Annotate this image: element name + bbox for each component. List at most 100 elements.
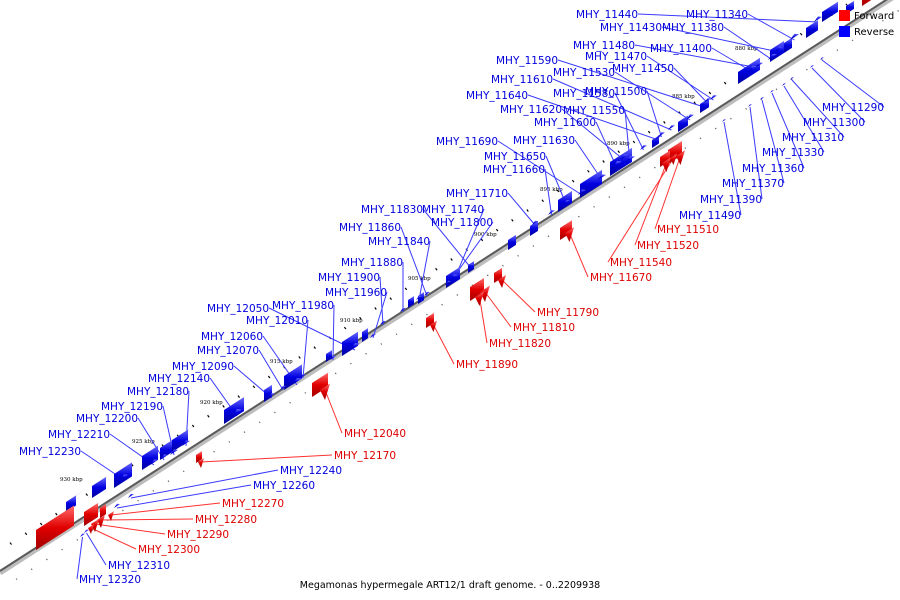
gene-label-mhy_11330[interactable]: MHY_11330 bbox=[762, 147, 824, 159]
gene-glyph-mhy_11520[interactable] bbox=[662, 157, 671, 172]
gene-glyph-mhy_11530[interactable] bbox=[686, 114, 694, 120]
gene-glyph-mhy_11340[interactable] bbox=[790, 33, 799, 40]
gene-label-mhy_11630[interactable]: MHY_11630 bbox=[513, 135, 575, 147]
gene-label-mhy_11370[interactable]: MHY_11370 bbox=[722, 178, 784, 190]
gene-glyph-mhy_12050[interactable] bbox=[350, 343, 360, 350]
gene-label-mhy_11740[interactable]: MHY_11740 bbox=[422, 204, 484, 216]
gene-glyph-mhy_12280[interactable] bbox=[97, 514, 105, 528]
gene-glyph-mhy_11890[interactable] bbox=[430, 320, 437, 332]
gene-glyph-mhy_11740[interactable] bbox=[450, 274, 458, 280]
gene-label-mhy_12070[interactable]: MHY_12070 bbox=[197, 345, 259, 357]
gene-glyph-mhy_12070[interactable] bbox=[280, 385, 286, 390]
gene-label-mhy_12230[interactable]: MHY_12230 bbox=[19, 446, 81, 458]
gene-label-mhy_11530[interactable]: MHY_11530 bbox=[553, 67, 615, 79]
gene-glyph-mhy_12040[interactable] bbox=[320, 383, 330, 400]
gene-glyph-mhy_11900[interactable] bbox=[380, 320, 386, 325]
gene-label-mhy_12180[interactable]: MHY_12180 bbox=[127, 386, 189, 398]
gene-glyph-mhy_12270[interactable] bbox=[108, 511, 114, 521]
gene-label-mhy_11490[interactable]: MHY_11490 bbox=[679, 210, 741, 222]
gene-label-mhy_11450[interactable]: MHY_11450 bbox=[612, 63, 674, 75]
gene-label-mhy_11640[interactable]: MHY_11640 bbox=[466, 90, 528, 102]
gene-label-mhy_12300[interactable]: MHY_12300 bbox=[138, 544, 200, 556]
gene-glyph-mhy_11360[interactable] bbox=[770, 90, 774, 93]
gene-label-mhy_11710[interactable]: MHY_11710 bbox=[446, 188, 508, 200]
gene-label-mhy_11290[interactable]: MHY_11290 bbox=[822, 102, 884, 114]
gene-label-mhy_12290[interactable]: MHY_12290 bbox=[167, 529, 229, 541]
gene-glyph-mhy_12170[interactable] bbox=[198, 458, 204, 468]
gene-glyph-mhy_11790[interactable] bbox=[498, 274, 506, 288]
gene-label-mhy_12210[interactable]: MHY_12210 bbox=[48, 429, 110, 441]
gene-glyph-mhy_11710[interactable] bbox=[532, 220, 538, 225]
gene-label-mhy_11380[interactable]: MHY_11380 bbox=[662, 22, 724, 34]
gene-glyph-mhy_11490[interactable] bbox=[722, 119, 726, 122]
gene-glyph-mhy_12210[interactable] bbox=[150, 459, 158, 465]
gene-label-mhy_11960[interactable]: MHY_11960 bbox=[325, 287, 387, 299]
gene-label-mhy_12240[interactable]: MHY_12240 bbox=[280, 465, 342, 477]
gene-label-mhy_11900[interactable]: MHY_11900 bbox=[318, 272, 380, 284]
gene-glyph-mhy_11370[interactable] bbox=[760, 97, 764, 100]
gene-label-mhy_11480[interactable]: MHY_11480 bbox=[573, 40, 635, 52]
gene-glyph-mhy_11450[interactable] bbox=[704, 98, 711, 103]
gene-label-mhy_11790[interactable]: MHY_11790 bbox=[537, 307, 599, 319]
gene-label-mhy_12280[interactable]: MHY_12280 bbox=[195, 514, 257, 526]
gene-glyph-mhy_11830[interactable] bbox=[468, 263, 474, 268]
gene-glyph-mhy_11810[interactable] bbox=[480, 285, 490, 302]
gene-glyph-mhy_12230[interactable] bbox=[120, 474, 128, 480]
gene-label-mhy_11800[interactable]: MHY_11800 bbox=[431, 217, 493, 229]
gene-label-mhy_12050[interactable]: MHY_12050 bbox=[207, 303, 269, 315]
gene-label-mhy_12320[interactable]: MHY_12320 bbox=[79, 574, 141, 586]
gene-label-mhy_11500[interactable]: MHY_11500 bbox=[585, 86, 647, 98]
gene-glyph-mhy_11620[interactable] bbox=[620, 154, 628, 160]
gene-glyph-mhy_11660[interactable] bbox=[548, 210, 555, 215]
gene-glyph-mhy_11290[interactable] bbox=[820, 57, 824, 60]
gene-label-mhy_11610[interactable]: MHY_11610 bbox=[491, 74, 553, 86]
gene-label-mhy_11830[interactable]: MHY_11830 bbox=[361, 204, 423, 216]
gene-label-mhy_12200[interactable]: MHY_12200 bbox=[76, 413, 138, 425]
gene-glyph-mhy_12310[interactable] bbox=[84, 529, 89, 534]
gene-glyph-mhy_12010[interactable] bbox=[300, 373, 306, 378]
gene-label-mhy_11470[interactable]: MHY_11470 bbox=[585, 51, 647, 63]
gene-glyph-mhy_11400[interactable] bbox=[748, 65, 757, 72]
gene-label-mhy_11860[interactable]: MHY_11860 bbox=[339, 222, 401, 234]
gene-glyph-mhy_11840[interactable] bbox=[416, 295, 422, 300]
gene-label-mhy_11300[interactable]: MHY_11300 bbox=[803, 117, 865, 129]
gene-glyph-mhy_11860[interactable] bbox=[424, 291, 430, 296]
gene-glyph-mhy_12090[interactable] bbox=[268, 393, 275, 398]
gene-glyph-mhy_11310[interactable] bbox=[790, 77, 794, 80]
gene-glyph-mhy_11550[interactable] bbox=[625, 156, 635, 163]
gene-label-mhy_11360[interactable]: MHY_11360 bbox=[742, 163, 804, 175]
gene-label-mhy_11580[interactable]: MHY_11580 bbox=[553, 88, 615, 100]
gene-glyph-mhy_11580[interactable] bbox=[640, 145, 647, 150]
gene-glyph-mhy_11510[interactable] bbox=[676, 150, 685, 165]
gene-label-mhy_11540[interactable]: MHY_11540 bbox=[610, 257, 672, 269]
gene-label-mhy_11430[interactable]: MHY_11430 bbox=[600, 22, 662, 34]
gene-glyph-mhy_11690[interactable] bbox=[578, 189, 586, 195]
gene-glyph-mhy_12320[interactable] bbox=[80, 533, 85, 538]
gene-glyph-mhy_11390[interactable] bbox=[748, 104, 752, 107]
gene-glyph-mhy_11630[interactable] bbox=[598, 174, 606, 180]
gene-glyph-mhy_12240[interactable] bbox=[128, 493, 134, 498]
gene-label-mhy_11310[interactable]: MHY_11310 bbox=[782, 132, 844, 144]
gene-glyph-mhy_11880[interactable] bbox=[400, 307, 406, 312]
gene-label-mhy_11620[interactable]: MHY_11620 bbox=[500, 104, 562, 116]
gene-label-mhy_11880[interactable]: MHY_11880 bbox=[341, 257, 403, 269]
gene-glyph-mhy_11980[interactable] bbox=[330, 355, 336, 360]
gene-label-mhy_11550[interactable]: MHY_11550 bbox=[563, 105, 625, 117]
gene-label-mhy_12190[interactable]: MHY_12190 bbox=[101, 401, 163, 413]
gene-label-mhy_12140[interactable]: MHY_12140 bbox=[148, 373, 210, 385]
gene-label-mhy_11690[interactable]: MHY_11690 bbox=[436, 136, 498, 148]
gene-glyph-mhy_11330[interactable] bbox=[782, 83, 786, 86]
gene-glyph-mhy_11470[interactable] bbox=[710, 95, 717, 100]
gene-label-mhy_11400[interactable]: MHY_11400 bbox=[650, 43, 712, 55]
gene-glyph-mhy_12140[interactable] bbox=[232, 409, 242, 416]
gene-glyph-mhy_12200[interactable] bbox=[160, 454, 168, 460]
gene-label-mhy_11440[interactable]: MHY_11440 bbox=[576, 9, 638, 21]
gene-label-mhy_11390[interactable]: MHY_11390 bbox=[700, 194, 762, 206]
gene-glyph-mhy_12290[interactable] bbox=[91, 518, 99, 532]
gene-label-mhy_11820[interactable]: MHY_11820 bbox=[489, 338, 551, 350]
gene-label-mhy_11650[interactable]: MHY_11650 bbox=[484, 151, 546, 163]
gene-label-mhy_11340[interactable]: MHY_11340 bbox=[686, 9, 748, 21]
gene-label-mhy_12260[interactable]: MHY_12260 bbox=[253, 480, 315, 492]
gene-label-mhy_11600[interactable]: MHY_11600 bbox=[534, 117, 596, 129]
gene-label-mhy_12010[interactable]: MHY_12010 bbox=[246, 315, 308, 327]
